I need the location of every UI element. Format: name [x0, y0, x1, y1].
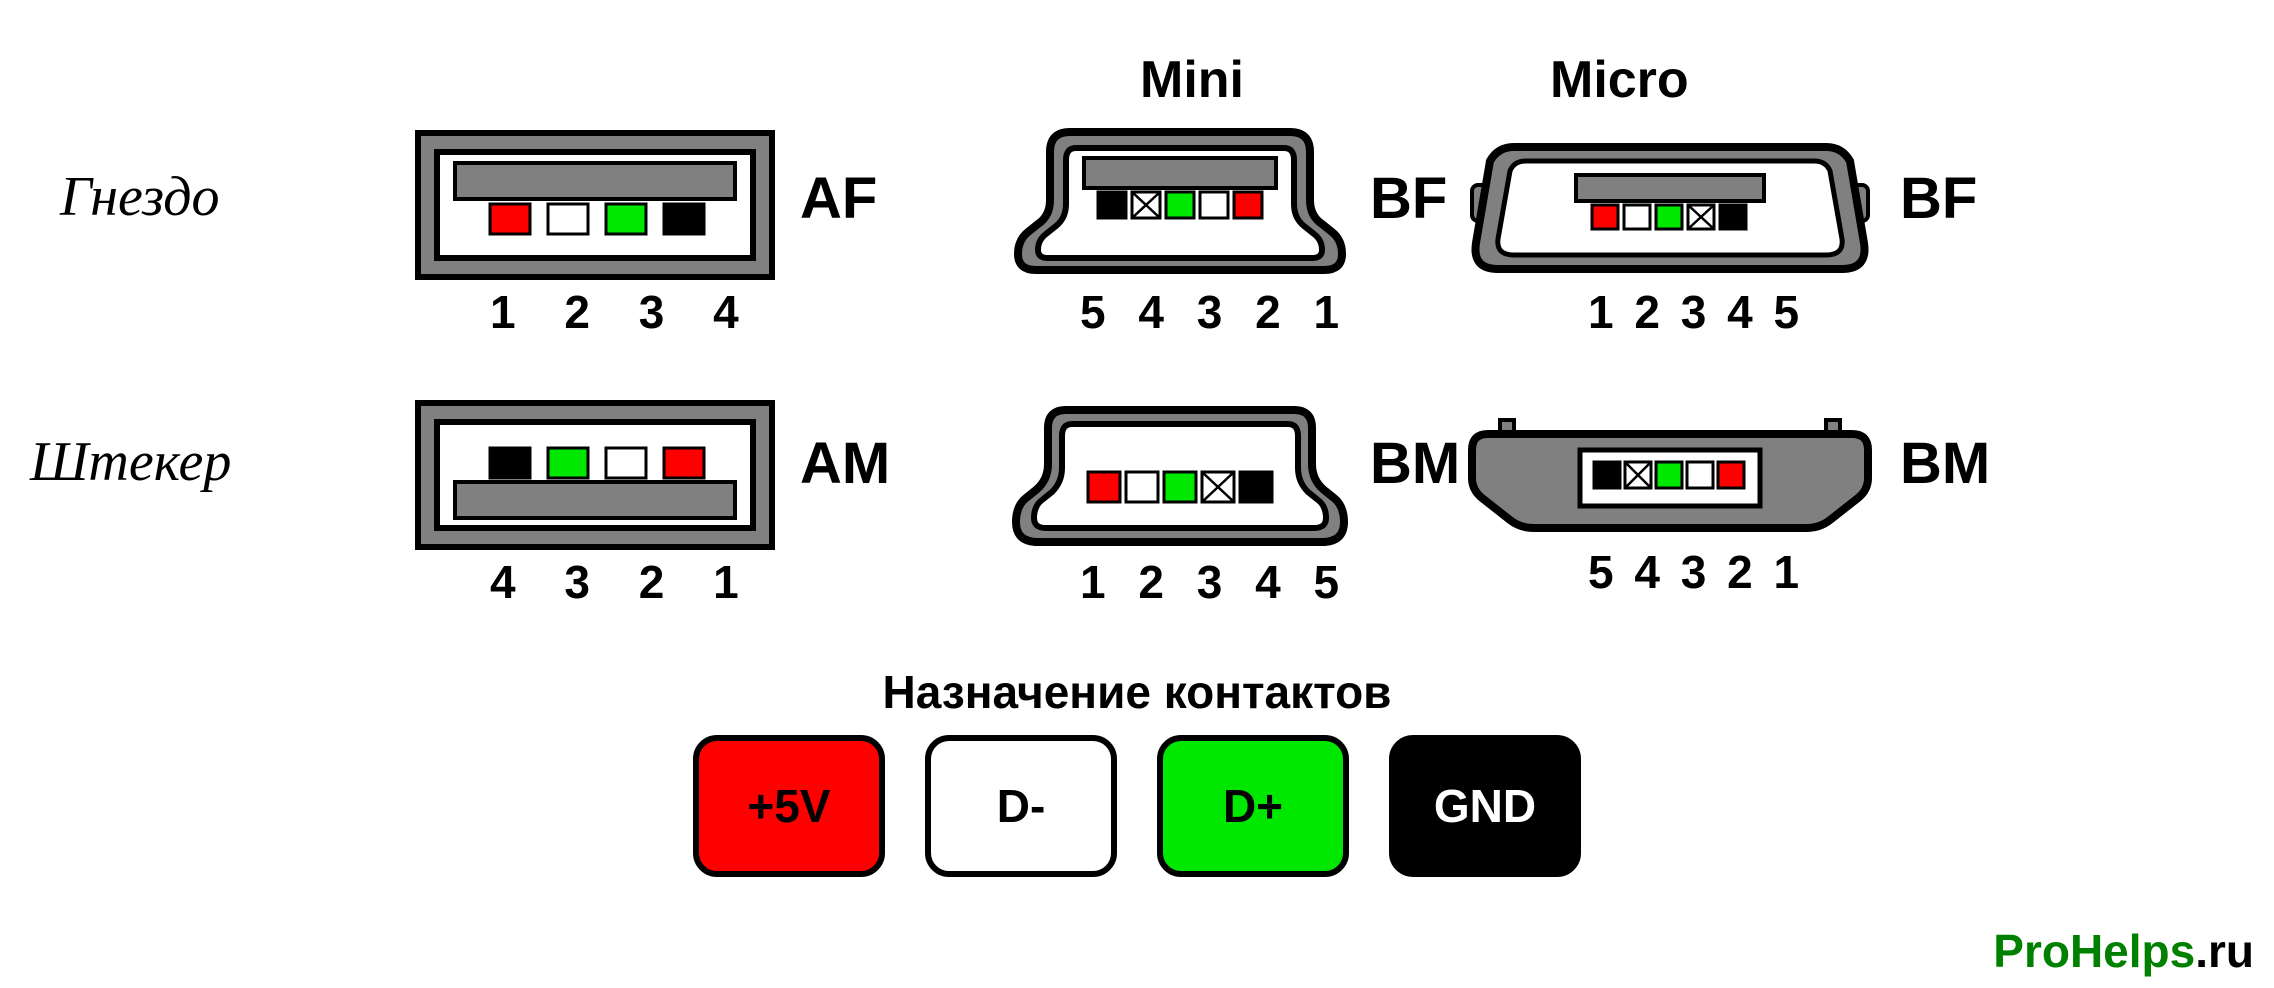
legend-row: +5V D- D+ GND — [0, 735, 2274, 877]
row-label-plug: Штекер — [30, 430, 231, 494]
legend-item-plus5v: +5V — [693, 735, 885, 877]
pin — [1200, 192, 1228, 218]
pin — [1164, 472, 1196, 502]
pin — [490, 204, 530, 234]
connector-mini-bm — [1010, 400, 1350, 550]
connector-micro-bf — [1470, 135, 1870, 285]
pin — [1098, 192, 1126, 218]
watermark-pre: ProHelps — [1993, 925, 2195, 977]
label-micro-bf: BF — [1900, 165, 1977, 232]
pin — [606, 204, 646, 234]
pin — [1166, 192, 1194, 218]
pin — [606, 448, 646, 478]
pin — [548, 204, 588, 234]
micro-bf-pins — [1592, 205, 1746, 229]
pin — [1592, 205, 1618, 229]
pin — [1687, 462, 1713, 488]
pins-mini-bm: 1 2 3 4 5 — [1080, 555, 1349, 609]
pin — [664, 204, 704, 234]
label-am: AM — [800, 430, 890, 497]
header-mini: Mini — [1140, 50, 1244, 110]
label-mini-bm: BM — [1370, 430, 1460, 497]
label-micro-bm: BM — [1900, 430, 1990, 497]
legend-title: Назначение контактов — [0, 665, 2274, 719]
pins-mini-bf: 5 4 3 2 1 — [1080, 285, 1349, 339]
legend-item-gnd: GND — [1389, 735, 1581, 877]
label-mini-bf: BF — [1370, 165, 1447, 232]
pin — [1718, 462, 1744, 488]
mini-bm-pins — [1088, 472, 1272, 502]
watermark: ProHelps.ru — [1993, 924, 2254, 978]
connector-micro-bm — [1470, 420, 1870, 540]
pin — [490, 448, 530, 478]
pins-micro-bm: 5 4 3 2 1 — [1588, 545, 1803, 599]
mini-bf-pins — [1098, 192, 1262, 218]
pin — [1656, 462, 1682, 488]
connector-af — [415, 130, 775, 280]
pin — [664, 448, 704, 478]
pin — [1088, 472, 1120, 502]
pin — [1624, 205, 1650, 229]
connector-am — [415, 400, 775, 550]
pins-am: 4 3 2 1 — [490, 555, 757, 609]
legend-item-dplus: D+ — [1157, 735, 1349, 877]
micro-bm-pins — [1594, 462, 1744, 488]
pin — [1594, 462, 1620, 488]
legend-item-dminus: D- — [925, 735, 1117, 877]
header-micro: Micro — [1550, 50, 1689, 110]
pins-micro-bf: 1 2 3 4 5 — [1588, 285, 1803, 339]
row-label-socket: Гнездо — [60, 165, 220, 229]
pin — [548, 448, 588, 478]
pin — [1720, 205, 1746, 229]
pin — [1656, 205, 1682, 229]
pin — [1240, 472, 1272, 502]
pin — [1126, 472, 1158, 502]
watermark-post: .ru — [2195, 925, 2254, 977]
label-af: AF — [800, 165, 877, 232]
connector-mini-bf — [1010, 120, 1350, 280]
pins-af: 1 2 3 4 — [490, 285, 757, 339]
pin — [1234, 192, 1262, 218]
